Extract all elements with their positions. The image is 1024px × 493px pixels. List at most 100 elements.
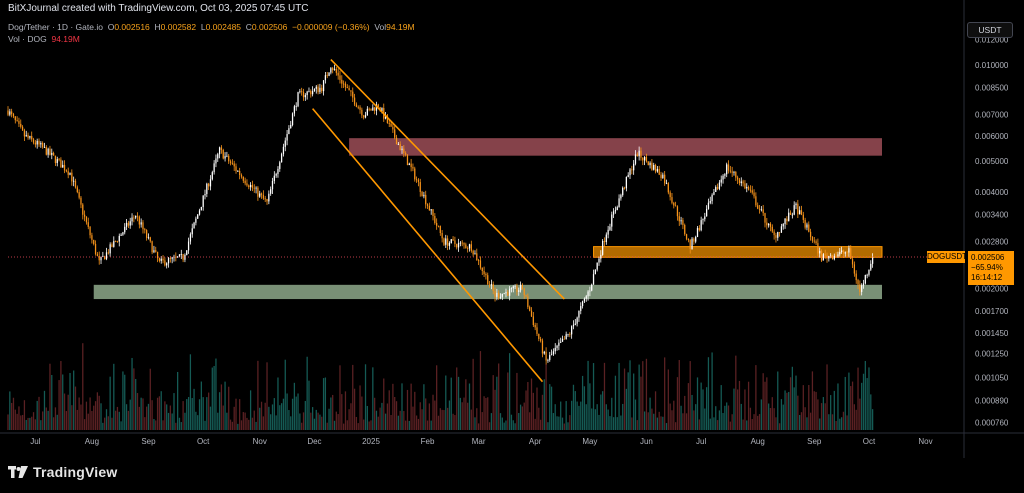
volume-bar: [705, 387, 708, 430]
volume-bar: [286, 393, 288, 430]
volume-bar: [295, 396, 297, 430]
candle: [226, 155, 228, 157]
candle: [729, 170, 731, 172]
volume-bar: [552, 413, 555, 430]
volume-bar: [543, 379, 545, 430]
time-axis-label: Apr: [529, 437, 542, 446]
candle: [49, 148, 51, 155]
candle: [322, 80, 325, 92]
candle: [45, 147, 47, 155]
candle: [508, 288, 511, 296]
tradingview-logo[interactable]: TradingView: [8, 464, 117, 480]
candle: [479, 260, 482, 268]
volume-bar: [846, 415, 848, 430]
volume-bar: [306, 356, 308, 430]
volume-bar: [809, 412, 812, 430]
legend-volume-row: Vol · DOG 94.19M: [8, 33, 415, 45]
candle: [571, 326, 573, 335]
candle: [552, 351, 555, 355]
volume-bar: [665, 423, 668, 430]
volume-bar: [63, 393, 66, 430]
candle: [505, 291, 507, 294]
volume-bar: [749, 407, 752, 430]
volume-bar: [864, 360, 866, 430]
candle: [29, 136, 31, 138]
volume-bar: [209, 406, 212, 430]
legend-ohlc-row: Dog/Tether · 1D · Gate.io O0.002516 H0.0…: [8, 21, 415, 33]
candle: [789, 212, 792, 215]
candle: [375, 104, 378, 111]
candle: [142, 222, 144, 230]
volume-bar: [636, 420, 638, 430]
candle: [733, 171, 735, 173]
volume-bar: [414, 391, 416, 430]
candle: [209, 179, 212, 187]
volume-bar: [563, 423, 565, 430]
volume-bar: [27, 417, 29, 430]
volume-bar: [653, 413, 655, 430]
candle: [490, 284, 493, 286]
price-axis-label: 0.000760: [975, 418, 1009, 427]
low-value: 0.002485: [205, 22, 242, 32]
candle: [191, 228, 193, 235]
volume-bar: [722, 413, 724, 430]
volume-bar: [127, 410, 130, 430]
volume-bar: [82, 343, 84, 430]
volume-bar: [337, 414, 339, 430]
candle: [419, 182, 421, 192]
volume-bar: [647, 412, 649, 430]
volume-bar: [198, 399, 201, 430]
volume-bar: [859, 398, 861, 430]
candle: [184, 254, 186, 260]
candle: [483, 271, 485, 274]
volume-bar: [412, 406, 414, 430]
symbol-line[interactable]: Dog/Tether · 1D · Gate.io: [8, 22, 103, 32]
volume-bar: [565, 401, 567, 430]
volume-bar: [643, 411, 646, 430]
candle: [38, 140, 40, 145]
candle: [388, 123, 390, 124]
volume-bar: [547, 422, 549, 430]
high-label: H: [154, 22, 161, 32]
candle: [638, 150, 640, 157]
volume-bar: [255, 421, 257, 430]
candle: [164, 260, 166, 266]
candle: [574, 323, 576, 325]
candle: [525, 295, 527, 297]
candle: [791, 214, 793, 216]
volume-bar: [788, 391, 790, 430]
volume-bar: [299, 413, 301, 430]
volume-bar: [853, 404, 856, 430]
volume-bar: [516, 372, 518, 430]
candle: [492, 284, 494, 291]
volume-bar: [481, 412, 483, 430]
price-chart[interactable]: 0.012000 0.010000 0.008500 0.007000 0.006000…: [0, 0, 1024, 458]
candle: [228, 155, 230, 162]
candle: [67, 171, 69, 175]
volume-bar: [275, 415, 277, 430]
volume-bar: [868, 367, 870, 430]
candle: [581, 301, 584, 307]
volume-bar: [417, 418, 420, 430]
volume-bar: [94, 401, 97, 430]
currency-button[interactable]: USDT: [967, 22, 1013, 38]
volume-line-label[interactable]: Vol · DOG: [8, 34, 47, 44]
candle: [311, 91, 314, 95]
last-price-value: 0.002506: [971, 252, 1005, 262]
candle: [93, 239, 95, 244]
volume-bar: [674, 422, 677, 430]
candle: [286, 133, 288, 141]
candle: [372, 107, 374, 111]
candle: [842, 250, 845, 254]
volume-bar: [436, 365, 438, 430]
volume-bar: [507, 372, 509, 430]
candle: [450, 239, 452, 243]
candle: [755, 196, 757, 206]
volume-bar: [370, 420, 372, 430]
volume-bar: [333, 420, 336, 430]
volume-bar: [129, 399, 131, 430]
volume-bar: [472, 358, 474, 430]
volume-bar: [23, 400, 26, 430]
candle: [390, 123, 392, 127]
volume-bar: [408, 420, 410, 430]
